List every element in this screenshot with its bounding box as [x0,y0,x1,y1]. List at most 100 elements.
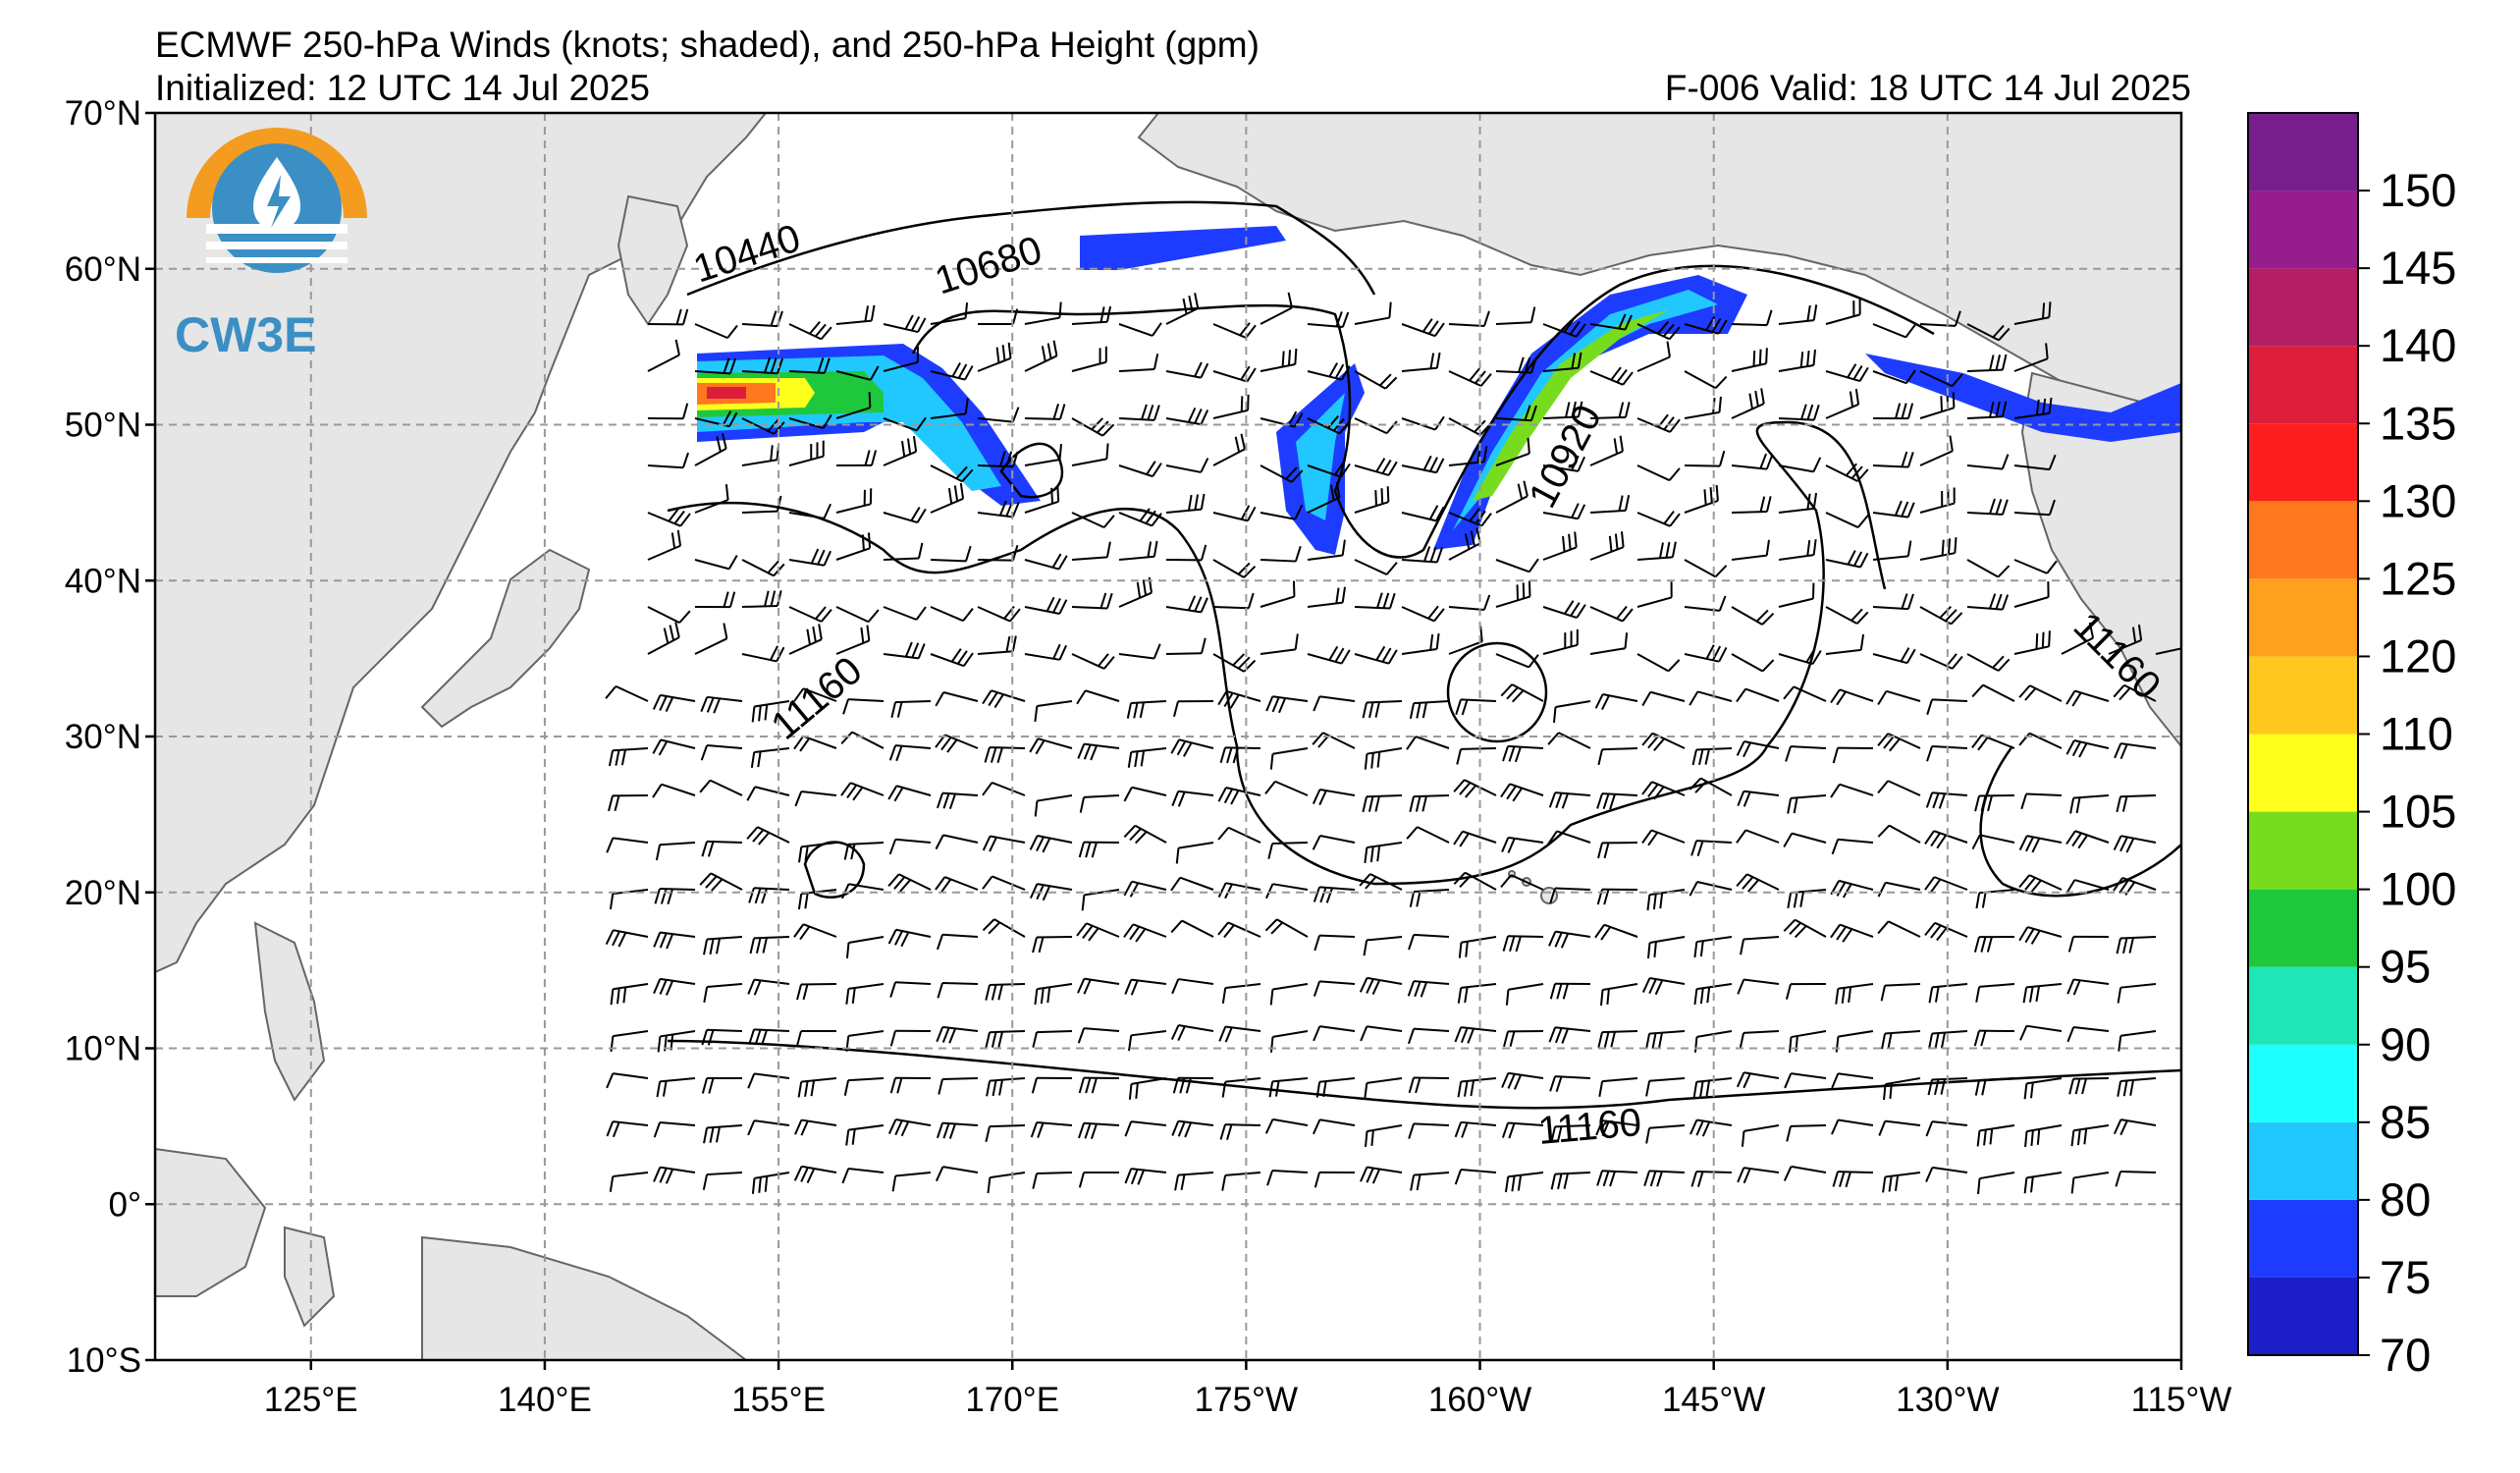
wind-barb [2013,581,2050,608]
wind-barb [699,872,743,892]
wind-barb [1977,1172,2015,1195]
wind-barb [1364,1077,1403,1099]
wind-barb [1542,600,1586,620]
wind-barb [1362,794,1403,813]
lon-label: 125°E [264,1381,358,1419]
lon-label: 115°W [2131,1381,2232,1419]
wind-barb [1783,1165,1827,1181]
wind-barb [2020,792,2063,810]
wind-barb [1260,546,1302,563]
wind-barb [1966,559,2011,578]
wind-barb [652,693,696,713]
wind-barb [1877,881,1921,898]
wind-barb [1128,1077,1167,1100]
wind-barb [1174,1172,1214,1191]
wind-barb [930,482,965,514]
wind-barb [1360,1166,1403,1184]
colorbar [2247,112,2359,1356]
colorbar-label: 95 [2380,941,2431,993]
wind-barb [977,308,1019,326]
latlon-grid [155,113,2181,1360]
wind-barb [1268,1077,1309,1098]
wind-barb [977,635,1017,655]
wind-barb [1024,553,1068,571]
wind-barb [1081,889,1120,911]
wind-barb [2068,1077,2110,1095]
wind-barb [647,452,689,469]
wind-barb [1927,1077,1968,1096]
wind-barb [1118,540,1158,561]
wind-barb [1832,1171,1874,1188]
wind-barb [1505,983,1544,1006]
wind-barb [1165,493,1206,514]
wind-barb [1455,698,1497,716]
wind-barb [1731,388,1765,419]
lat-label: 20°N [65,874,141,912]
wind-barb [647,606,691,625]
wind-barb [1598,1077,1638,1097]
wind-barb [656,1077,696,1098]
wind-barb [1925,1166,1968,1182]
wind-barb [883,542,924,561]
wind-barb [1307,311,1350,329]
wind-barb [1966,498,2009,516]
wind-barb [747,978,790,996]
wind-barb [986,1077,1026,1097]
wind-barb [982,918,1026,938]
wind-barb [741,417,785,435]
wind-barb [888,744,932,762]
wind-barb [1872,540,1912,561]
wind-barb [1503,1030,1544,1048]
wind-barb [2155,647,2181,655]
wind-barb [2116,794,2157,813]
wind-barb [1542,352,1582,372]
wind-barb [1407,1027,1450,1045]
wind-barb [654,888,696,904]
wind-barb [2114,742,2157,760]
wind-barb [2066,1026,2110,1043]
wind-barb [1736,1071,1780,1089]
wind-barb [1778,349,1816,372]
wind-barb [1778,582,1815,608]
wind-barb [1448,527,1481,561]
colorbar-segment [2248,346,2358,424]
wind-barb [1495,558,1539,573]
wind-barb [883,314,927,334]
wind-barb [1219,746,1261,764]
wind-barb [1307,645,1351,665]
wind-barb [984,746,1026,764]
wind-barb [694,555,738,571]
wind-barb [2070,1172,2110,1194]
wind-barb [1693,1030,1733,1053]
wind-barb [653,1166,696,1184]
wind-barb [1269,1030,1309,1053]
wind-barb [937,981,979,999]
wind-barb [1502,935,1544,953]
colorbar-label: 100 [2380,863,2456,915]
new-guinea-landmass [421,1235,748,1360]
wind-barb [1260,633,1299,655]
wind-barb [1362,700,1403,719]
colorbar-segment [2248,1121,2358,1200]
wind-barb [655,842,696,861]
latitude-labels: 70°N 60°N 50°N 40°N 30°N 20°N 10°N 0° 10°S [65,94,141,1380]
colorbar-label: 125 [2380,552,2456,604]
wind-barb [1872,647,1916,665]
wind-barb [653,1120,696,1138]
wind-barb [1495,580,1531,608]
wind-barb [1641,977,1686,996]
wind-barb [1830,923,1874,943]
wind-barb [1313,980,1356,997]
wind-barb [2069,794,2110,814]
wind-barb [653,977,696,996]
wind-barb [1778,404,1820,421]
wind-barb [1401,455,1445,474]
wind-barb [1831,838,1874,855]
wind-barb [797,1077,837,1098]
wind-barb [1124,1168,1167,1185]
colorbar-segment [2248,268,2358,347]
wind-barb [606,1120,649,1138]
wind-barb [1354,559,1398,575]
philippines-landmass [253,921,326,1102]
init-time: Initialized: 12 UTC 14 Jul 2025 [155,68,650,108]
